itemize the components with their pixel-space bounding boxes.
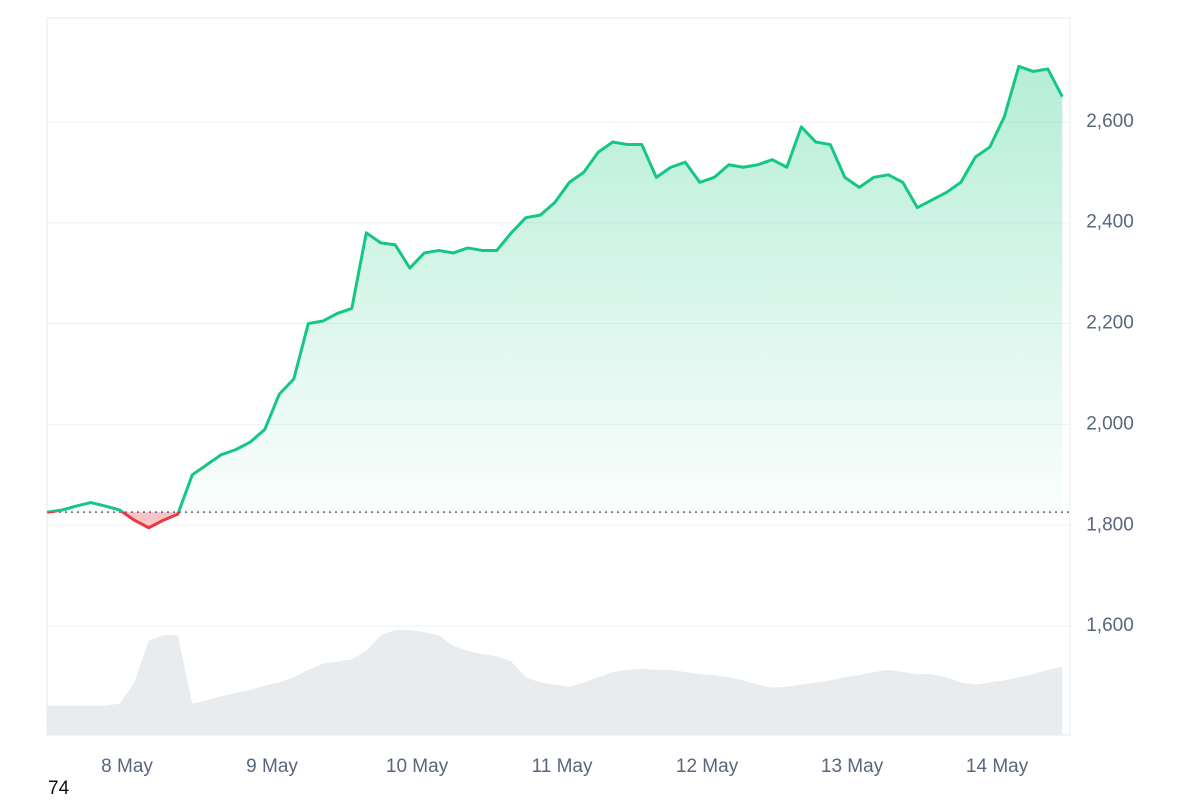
y-tick-label: 2,000 (1086, 413, 1134, 434)
x-tick-label: 10 May (386, 756, 449, 777)
volume-area (47, 630, 1063, 735)
y-tick-label: 1,800 (1086, 514, 1134, 535)
y-tick-label: 1,600 (1086, 615, 1134, 636)
x-tick-label: 11 May (532, 756, 593, 777)
x-tick-label: 8 May (101, 756, 153, 777)
x-tick-label: 13 May (821, 756, 884, 777)
price-area (47, 66, 1063, 528)
price-line (47, 64, 1064, 530)
x-tick-label: 9 May (246, 756, 298, 777)
x-tick-label: 14 May (966, 756, 1029, 777)
footer-text: 74 (48, 778, 70, 799)
y-tick-label: 2,400 (1086, 212, 1134, 233)
y-tick-label: 2,200 (1086, 313, 1134, 334)
x-tick-label: 12 May (676, 756, 739, 777)
y-tick-label: 2,600 (1086, 111, 1134, 132)
